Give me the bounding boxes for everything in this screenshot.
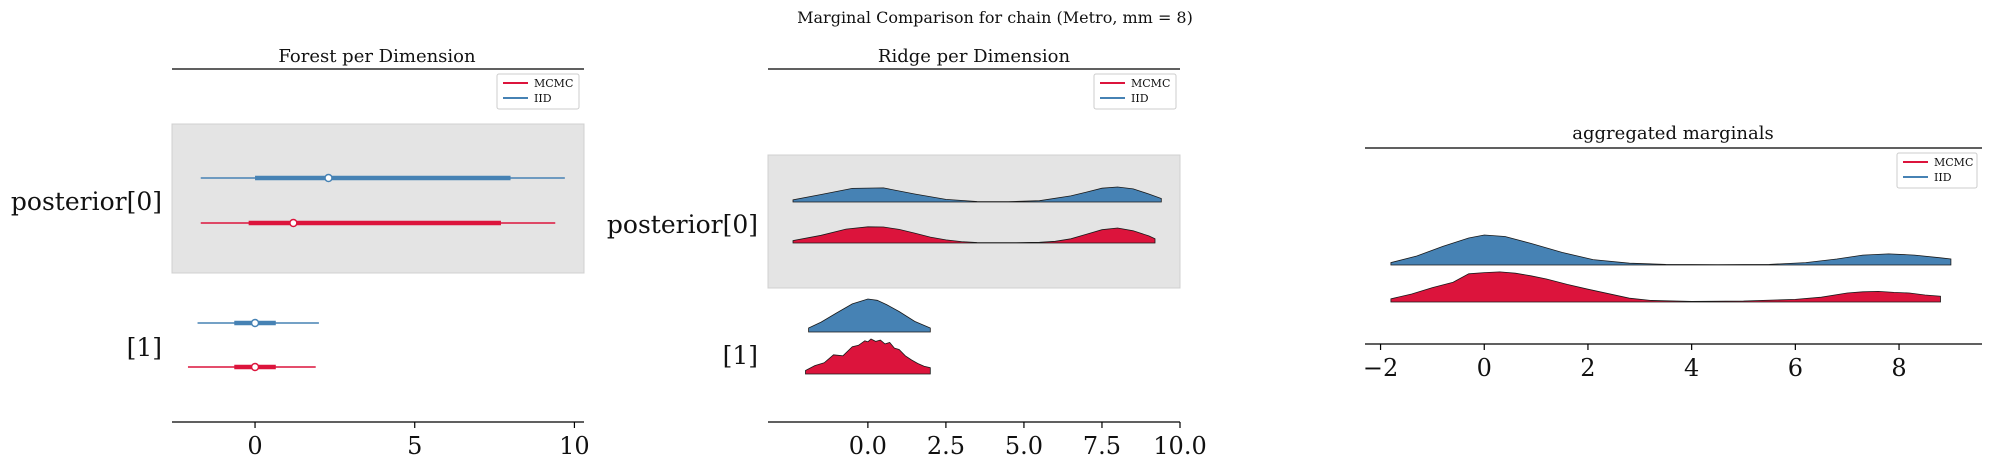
panel-aggregated-title: aggregated marginals [1572,123,1773,144]
forest-posterior0-mcmc-median-point [289,218,298,228]
ridge-xtick-label: 0.0 [849,432,887,460]
forest-xtick-label: 10 [559,432,590,460]
panel-ridge-legend-iid-label: IID [1131,92,1149,105]
forest-xtick-label: 5 [407,432,422,460]
aggregated-mcmc-density [1390,271,1941,303]
ridge-posterior0-mcmc-density [792,226,1156,244]
panel-ridge-legend-mcmc-label: MCMC [1131,77,1170,90]
panel-forest-title: Forest per Dimension [278,46,476,67]
ridge-posterior0-iid-density [792,186,1162,203]
panel-aggregated-xticks: −2 0 2 4 6 8 [1363,344,1907,382]
panel-aggregated-legend-iid-label: IID [1934,171,1952,184]
aggregated-xtick-label: 0 [1477,354,1492,382]
figure-suptitle: Marginal Comparison for chain (Metro, mm… [797,8,1193,27]
panel-ridge-ylabel-1: [1] [723,341,758,370]
forest-xtick-label: 0 [247,432,262,460]
panel-ridge-row0-band [767,154,1181,289]
panel-forest: Forest per Dimension posterior[0] [1] 0 5… [11,46,590,460]
panel-ridge-title: Ridge per Dimension [878,46,1071,67]
panel-aggregated-legend-mcmc-label: MCMC [1934,156,1973,169]
panel-forest-legend: MCMC IID [496,73,580,110]
aggregated-xtick-label: 8 [1891,354,1906,382]
panel-ridge-marks [792,186,1162,375]
forest-posterior1-mcmc-median-point [250,362,260,372]
panel-aggregated-marks [1390,234,1952,303]
panel-forest-ylabel-1: [1] [127,333,162,362]
panel-aggregated: aggregated marginals −2 0 2 4 6 8 MCMC IID [1363,123,1982,382]
forest-posterior1-iid-median-point [250,318,260,328]
panel-ridge-legend: MCMC IID [1093,73,1177,110]
ridge-xtick-label: 5.0 [1005,432,1043,460]
aggregated-xtick-label: 4 [1684,354,1699,382]
aggregated-xtick-label: −2 [1363,354,1398,382]
aggregated-xtick-label: 2 [1580,354,1595,382]
panel-ridge-ylabel-0: posterior[0] [607,210,758,239]
forest-posterior0-iid-median-point [324,173,333,183]
panel-forest-ylabel-0: posterior[0] [11,187,162,216]
panel-forest-xticks: 0 5 10 [247,422,590,460]
ridge-xtick-label: 10.0 [1153,432,1206,460]
aggregated-xtick-label: 6 [1788,354,1803,382]
panel-ridge: Ridge per Dimension posterior[0] [1] 0.0… [607,46,1207,460]
panel-forest-legend-mcmc-label: MCMC [534,77,573,90]
ridge-posterior1-mcmc-density [805,338,931,375]
panel-aggregated-legend: MCMC IID [1896,152,1978,189]
ridge-xtick-label: 7.5 [1083,432,1121,460]
aggregated-iid-density [1390,234,1952,266]
ridge-xtick-label: 2.5 [927,432,965,460]
panel-ridge-xticks: 0.0 2.5 5.0 7.5 10.0 [849,422,1207,460]
panel-forest-marks [187,173,565,372]
panel-forest-legend-iid-label: IID [534,92,552,105]
ridge-posterior1-iid-density [808,298,931,333]
panel-forest-row0-band [171,123,585,274]
